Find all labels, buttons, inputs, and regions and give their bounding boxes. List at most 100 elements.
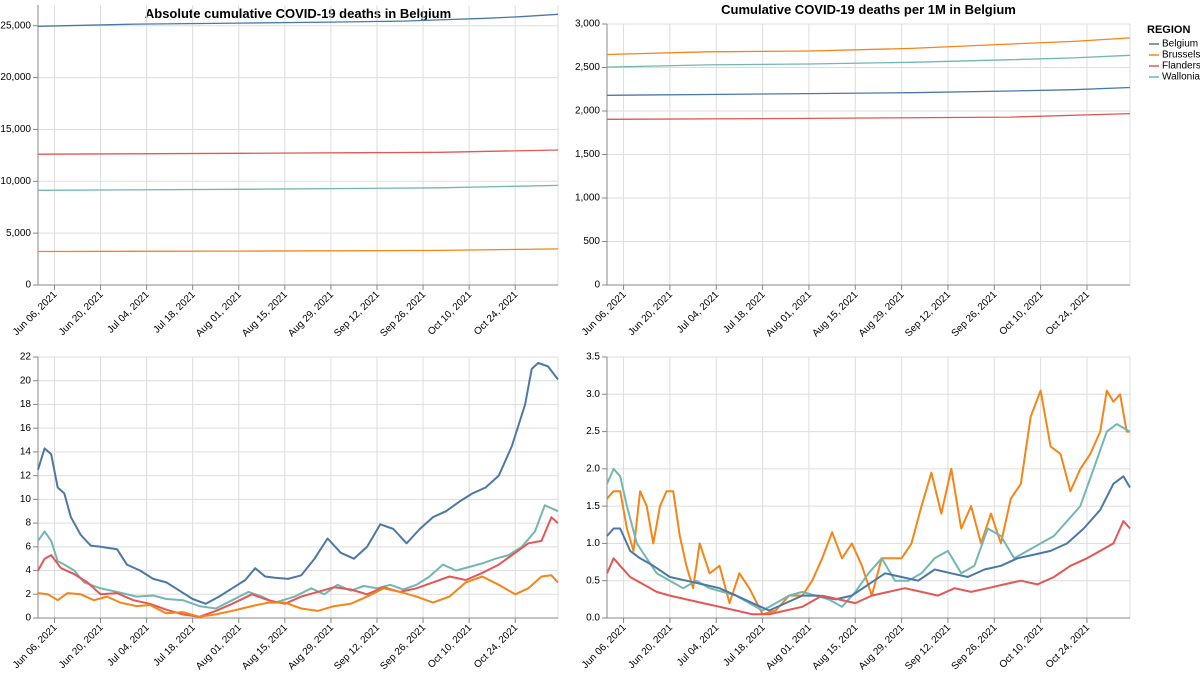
y-tick-label: 25,000 [0,20,31,31]
series-line-belgium [606,86,1131,96]
x-tick-label: Aug 29, 2021 [857,289,907,339]
x-tick-label: Oct 10, 2021 [426,289,475,338]
legend-title: REGION [1147,24,1190,36]
y-tick-label: 4 [25,565,31,576]
y-tick-label: 8 [25,518,31,529]
x-tick-label: Jul 04, 2021 [675,289,722,336]
x-tick-label: Jun 20, 2021 [57,289,106,338]
chart-title: Absolute cumulative COVID-19 deaths in B… [145,6,451,21]
series-line-flanders [37,149,559,155]
x-tick-label: Jun 06, 2021 [580,622,629,671]
x-tick-label: Aug 15, 2021 [240,289,290,339]
y-tick-label: 20 [20,375,32,386]
x-tick-label: Oct 10, 2021 [997,622,1046,671]
x-tick-label: Sep 12, 2021 [332,622,382,672]
x-tick-label: Aug 01, 2021 [764,622,814,672]
series-group [606,389,1131,616]
series-group [37,13,559,253]
x-tick-label: Aug 15, 2021 [811,622,861,672]
y-tick-label: 1,500 [575,149,600,160]
x-tick-label: Jul 04, 2021 [675,622,722,669]
series-line-wallonia [606,423,1131,612]
y-tick-label: 1,000 [575,193,600,204]
y-tick-label: 10,000 [0,176,31,187]
y-tick-label: 5,000 [6,228,31,239]
x-tick-label: Oct 10, 2021 [426,622,475,671]
x-tick-label: Oct 10, 2021 [997,289,1046,338]
y-tick-label: 0.0 [586,613,600,624]
x-tick-label: Jul 18, 2021 [721,622,768,669]
series-line-belgium [37,13,559,27]
x-tick-label: Aug 15, 2021 [811,289,861,339]
x-tick-label: Jul 18, 2021 [151,622,198,669]
y-tick-label: 0.5 [586,575,600,586]
y-tick-label: 12 [20,470,32,481]
series-line-belgium [37,361,559,605]
y-tick-label: 3,000 [575,19,600,30]
x-tick-label: Oct 24, 2021 [1044,289,1093,338]
series-line-flanders [606,112,1131,120]
series-line-flanders [37,516,559,618]
series-group [37,361,559,618]
x-tick-label: Aug 01, 2021 [194,622,244,672]
series-line-brussels [606,37,1131,56]
legend-item-flanders: Flanders [1149,61,1200,72]
y-tick-label: 20,000 [0,72,31,83]
y-tick-label: 14 [20,447,32,458]
x-tick-label: Jun 20, 2021 [626,622,675,671]
x-tick-label: Jun 06, 2021 [11,622,60,671]
y-tick-label: 15,000 [0,124,31,135]
x-tick-label: Oct 24, 2021 [1044,622,1093,671]
x-tick-label: Aug 29, 2021 [857,622,907,672]
series-line-wallonia [37,504,559,610]
x-tick-label: Sep 26, 2021 [378,622,428,672]
y-tick-label: 2.0 [586,463,600,474]
legend-label: Flanders [1162,61,1200,72]
legend-item-brussels: Brussels [1149,50,1200,61]
legend-label: Brussels [1162,50,1200,61]
series-group [606,37,1131,120]
series-line-belgium [606,475,1131,612]
y-tick-label: 0 [25,280,31,291]
series-line-brussels [606,389,1130,616]
legend-label: Wallonia [1162,72,1200,83]
x-tick-label: Aug 01, 2021 [764,289,814,339]
y-tick-label: 6 [25,541,31,552]
x-tick-label: Jun 06, 2021 [11,289,60,338]
x-tick-label: Jul 04, 2021 [105,622,152,669]
y-tick-label: 1.5 [586,501,600,512]
y-tick-label: 2.5 [586,426,600,437]
x-tick-label: Oct 24, 2021 [472,289,521,338]
x-tick-label: Jun 06, 2021 [580,289,629,338]
gridlines [38,5,558,286]
chart-cumulative-per-1m: Cumulative COVID-19 deaths per 1M in Bel… [575,2,1131,339]
x-tick-label: Oct 24, 2021 [472,622,521,671]
y-tick-label: 3.0 [586,389,600,400]
x-tick-label: Aug 29, 2021 [286,289,336,339]
gridlines [38,356,558,619]
y-tick-label: 500 [583,236,600,247]
legend-label: Belgium [1162,39,1198,50]
x-tick-label: Sep 12, 2021 [332,289,382,339]
y-tick-label: 1.0 [586,538,600,549]
y-tick-label: 10 [20,494,32,505]
legend-item-wallonia: Wallonia [1149,72,1200,83]
y-tick-label: 0 [25,613,31,624]
legend-item-belgium: Belgium [1149,39,1198,50]
x-tick-label: Jul 18, 2021 [721,289,768,336]
chart-daily-per-1m: 0.0 0.5 1.0 1.5 2.0 2.5 3.0 3.5 Jun 06, 2021Jun … [580,352,1131,672]
x-tick-label: Sep 26, 2021 [378,289,428,339]
x-tick-label: Sep 12, 2021 [903,289,953,339]
series-line-wallonia [37,184,559,191]
series-line-wallonia [606,54,1131,68]
y-tick-label: 2,500 [575,62,600,73]
series-line-flanders [606,520,1131,616]
series-line-brussels [37,574,559,618]
x-tick-label: Aug 29, 2021 [286,622,336,672]
y-tick-label: 16 [20,423,32,434]
y-tick-label: 0 [594,280,600,291]
